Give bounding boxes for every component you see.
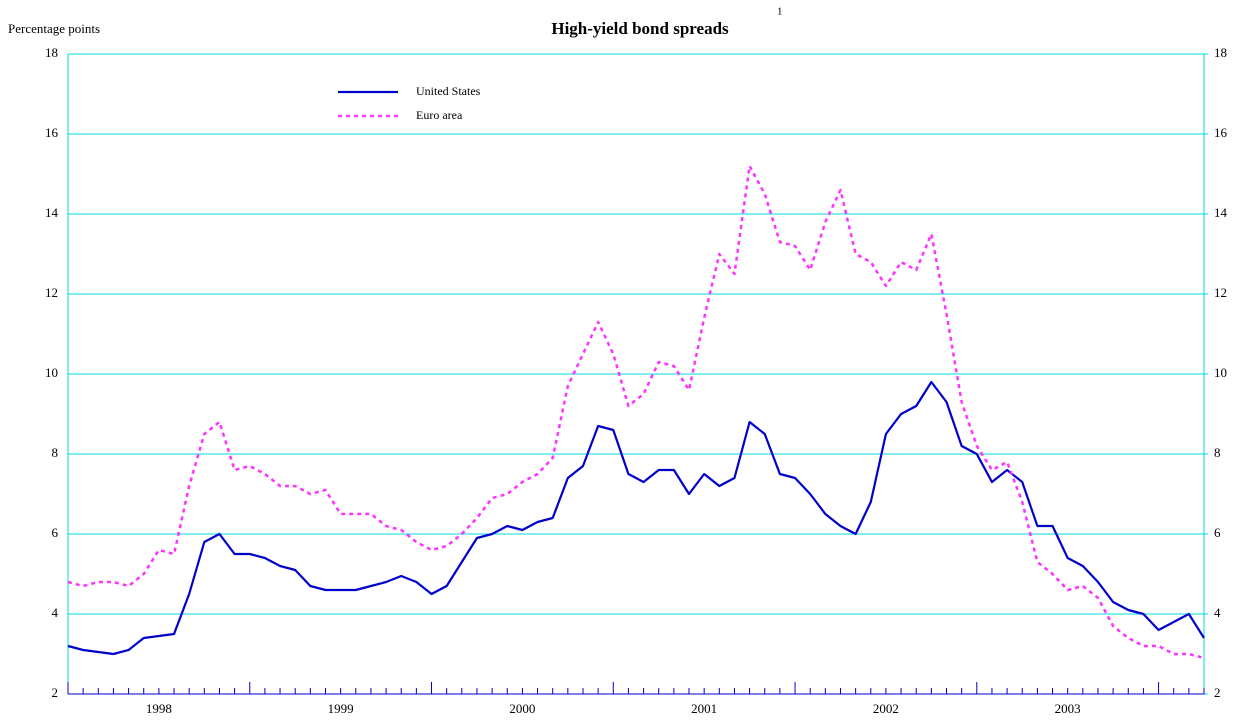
y-tick-label: 18 <box>45 45 58 60</box>
y2-tick-label: 8 <box>1214 445 1221 460</box>
y-tick-label: 6 <box>52 525 59 540</box>
x-tick-label: 1998 <box>146 701 172 716</box>
y-tick-label: 14 <box>45 205 59 220</box>
x-tick-label: 2003 <box>1055 701 1081 716</box>
y-tick-label: 16 <box>45 125 59 140</box>
y-tick-label: 10 <box>45 365 58 380</box>
y2-tick-label: 16 <box>1214 125 1228 140</box>
y-tick-label: 2 <box>52 685 59 700</box>
x-tick-label: 1999 <box>328 701 354 716</box>
y2-tick-label: 4 <box>1214 605 1221 620</box>
x-tick-label: 2002 <box>873 701 899 716</box>
legend-label: Euro area <box>416 108 463 122</box>
series-line <box>67 164 1205 660</box>
y2-tick-label: 10 <box>1214 365 1227 380</box>
y2-tick-label: 14 <box>1214 205 1228 220</box>
x-tick-label: 2000 <box>509 701 535 716</box>
y-tick-label: 8 <box>52 445 59 460</box>
legend-label: United States <box>416 84 481 98</box>
y-axis-label: Percentage points <box>8 21 100 36</box>
series-line <box>67 380 1205 656</box>
y2-tick-label: 2 <box>1214 685 1221 700</box>
x-tick-label: 2001 <box>691 701 717 716</box>
y-tick-label: 12 <box>45 285 58 300</box>
y2-tick-label: 18 <box>1214 45 1227 60</box>
title-note: 1 <box>777 6 783 18</box>
y2-tick-label: 12 <box>1214 285 1227 300</box>
chart-title: High-yield bond spreads <box>551 19 729 38</box>
y-tick-label: 4 <box>52 605 59 620</box>
y2-tick-label: 6 <box>1214 525 1221 540</box>
